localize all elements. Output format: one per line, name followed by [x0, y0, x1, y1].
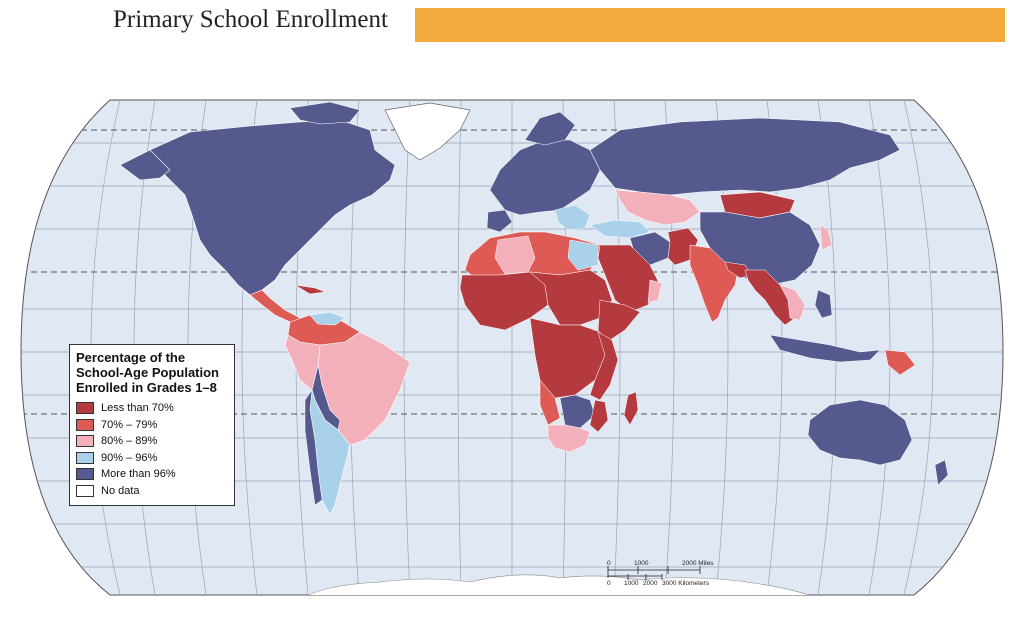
scale-km-3000: 3000 Kilometers [662, 580, 709, 587]
legend-swatch [76, 418, 94, 431]
legend-item-70-79: 70% – 79% [76, 417, 228, 434]
southern-africa [547, 424, 591, 453]
legend-item-more-than-96: More than 96% [76, 466, 228, 483]
southeast-asia [744, 269, 796, 326]
iberia [486, 209, 513, 233]
legend-label: 90% – 96% [101, 451, 158, 464]
legend-swatch [76, 402, 94, 415]
turkey-caucasus [589, 219, 651, 239]
legend-item-80-89: 80% – 89% [76, 433, 228, 450]
balkans [554, 204, 591, 231]
scale-miles-0: 0 [607, 560, 611, 567]
antarctica [299, 574, 821, 595]
map-title: Primary School Enrollment [113, 6, 388, 33]
venezuela-region [309, 311, 346, 326]
korea-japan [819, 224, 833, 251]
legend-swatch [76, 484, 94, 497]
legend-item-no-data: No data [76, 483, 228, 500]
legend-label: More than 96% [101, 468, 176, 481]
scandinavia [524, 111, 576, 146]
caribbean [294, 284, 326, 295]
legend-label: 80% – 89% [101, 435, 158, 448]
new-zealand [934, 459, 949, 486]
arctic-islands [289, 101, 361, 125]
australia [807, 399, 913, 466]
oman [647, 279, 663, 304]
nepal-bangladesh [724, 261, 753, 279]
legend-item-90-96: 90% – 96% [76, 450, 228, 467]
scale-bar-lines [607, 566, 701, 580]
scale-labels: 0 1000 2000 Miles 0 1000 2000 3000 Kilom… [598, 556, 738, 590]
alaska [119, 149, 171, 181]
legend-swatch [76, 468, 94, 481]
mozambique [589, 399, 609, 433]
scale-km-0: 0 [607, 580, 611, 587]
madagascar [623, 391, 639, 426]
legend-swatch [76, 451, 94, 464]
legend-label: Less than 70% [101, 402, 174, 415]
legend-title-line: School-Age Population [76, 365, 219, 380]
indonesia [769, 334, 881, 363]
philippines [814, 289, 833, 319]
legend-title-line: Enrolled in Grades 1–8 [76, 380, 217, 395]
arabia [597, 244, 661, 313]
north-america [149, 119, 396, 296]
egypt [567, 239, 599, 271]
legend-label: No data [101, 484, 140, 497]
map-legend: Percentage of the School-Age Population … [69, 344, 235, 506]
central-asia [614, 189, 701, 226]
title-color-bar [415, 8, 1005, 42]
angola [539, 379, 561, 426]
vietnam-strip [779, 284, 806, 321]
scale-miles-2000: 2000 Miles [682, 560, 714, 567]
greenland [384, 102, 471, 161]
scale-km-1000: 1000 [624, 580, 639, 587]
scale-miles-1000: 1000 [634, 560, 649, 567]
legend-title: Percentage of the School-Age Population … [76, 350, 228, 395]
chile-strip [304, 389, 323, 506]
papua [884, 349, 916, 376]
legend-item-less-than-70: Less than 70% [76, 400, 228, 417]
scale-km-2000: 2000 [643, 580, 658, 587]
europe [489, 139, 601, 216]
legend-title-line: Percentage of the [76, 350, 186, 365]
legend-swatch [76, 435, 94, 448]
legend-label: 70% – 79% [101, 418, 158, 431]
east-africa [589, 331, 619, 401]
